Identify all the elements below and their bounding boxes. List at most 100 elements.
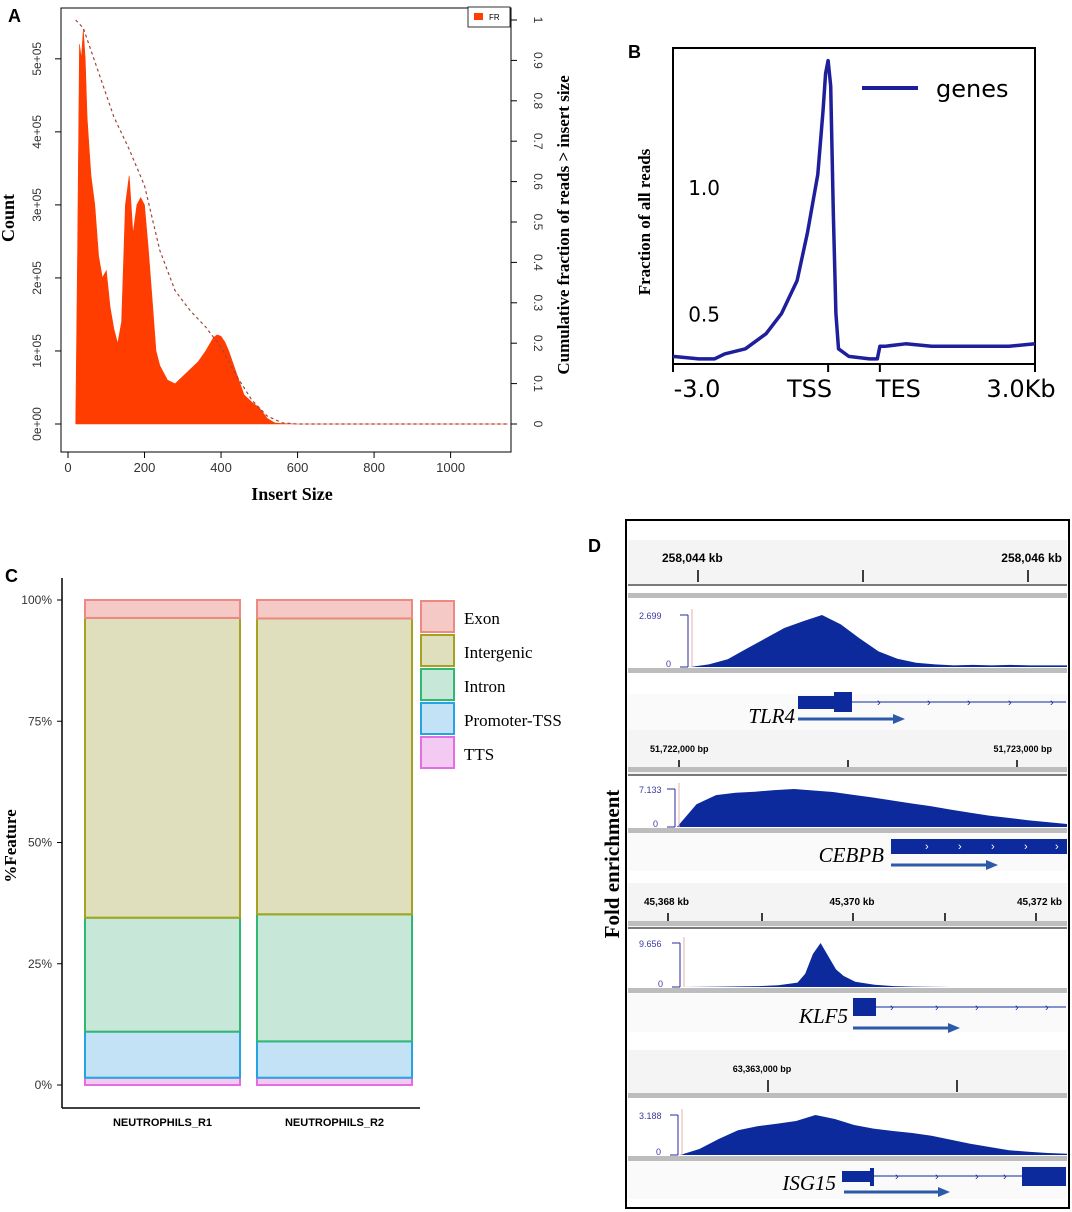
genes-line-path	[672, 58, 1036, 361]
strand-chevron: ›	[991, 841, 995, 853]
y-tick-label: 0e+00	[30, 407, 44, 441]
y-tick-label: 0.5	[688, 302, 720, 326]
strand-chevron: ›	[1008, 697, 1012, 709]
exon-block	[798, 696, 834, 709]
x-tick-label: 1000	[436, 460, 465, 475]
x-tick-label: 3.0Kb	[986, 375, 1055, 403]
exon-block	[870, 1168, 874, 1186]
coordinate-ruler-bg	[628, 1050, 1067, 1096]
x-tick-label: 200	[134, 460, 156, 475]
track-isg15: 63,363,000 bp 3.188 0 ISG15 › › › ›	[628, 1050, 1067, 1199]
scale-zero-label: 0	[666, 659, 671, 669]
y2-tick-label: 0.4	[531, 254, 545, 271]
legend-label-promoter-tss: Promoter-TSS	[464, 711, 562, 730]
panel-a: A 0 200 400 600 800 1000 0e+00 1e+05 2e+05 3e+05…	[0, 6, 573, 504]
strand-chevron: ›	[967, 697, 971, 709]
signal-area	[680, 1115, 1067, 1155]
y2-tick-label: 0.1	[531, 375, 545, 392]
y2-tick-label: 0	[531, 421, 545, 428]
x-tick-label: TES	[875, 375, 921, 403]
direction-arrow-head	[893, 714, 905, 724]
y2-tick-label: 0.7	[531, 133, 545, 150]
scale-max-label: 3.188	[639, 1111, 662, 1121]
coordinate-label: 51,722,000 bp	[650, 744, 709, 754]
bar-segment-exon-1	[84, 599, 241, 619]
bar-segment-intergenic-2	[256, 617, 413, 916]
panel-c: C 0%25%50%75%100% NEUTROPHILS_R1 NEUTROPH…	[1, 566, 562, 1129]
panel-c-label: C	[5, 566, 18, 586]
bar-segment-promoter-tss-1	[84, 1030, 241, 1079]
y-tick-label: 50%	[28, 836, 52, 850]
y-tick-label: 1e+05	[30, 334, 44, 368]
x-tick-label: TSS	[786, 375, 832, 403]
strand-chevron: ›	[1024, 841, 1028, 853]
track-separator	[628, 668, 1067, 673]
direction-arrow-head	[948, 1023, 960, 1033]
cumulative-dashed-line	[75, 19, 508, 425]
legend-label-intergenic: Intergenic	[464, 643, 533, 662]
legend-swatch-promoter-tss	[420, 702, 455, 735]
y-tick-label: 25%	[28, 957, 52, 971]
panel-a-label: A	[8, 6, 21, 26]
strand-chevron: ›	[935, 1002, 939, 1014]
y2-tick-label: 0.9	[531, 52, 545, 69]
strand-chevron: ›	[927, 697, 931, 709]
histogram-area	[75, 29, 508, 425]
bar-segment-tts-2	[256, 1076, 413, 1086]
x-tick-label: 800	[363, 460, 385, 475]
legend-box	[467, 6, 511, 28]
exon-block	[853, 998, 876, 1016]
scale-zero-label: 0	[656, 1147, 661, 1157]
strand-chevron: ›	[1050, 697, 1054, 709]
gene-label-isg15: ISG15	[781, 1171, 836, 1195]
panel-d: D Fold enrichment 258,044 kb 258,046 kb 2.…	[588, 519, 1070, 1209]
coordinate-label: 258,044 kb	[662, 551, 723, 565]
track-separator	[628, 593, 1067, 598]
y2-tick-label: 1	[531, 17, 545, 24]
panel-a-x-label: Insert Size	[251, 484, 332, 504]
signal-area	[682, 943, 1067, 987]
scale-zero-label: 0	[653, 819, 658, 829]
panel-b-legend: genes	[862, 75, 1008, 103]
track-separator	[628, 828, 1067, 833]
panel-c-y-label: %Feature	[1, 809, 20, 883]
exon-block	[1022, 1167, 1066, 1186]
gene-label-klf5: KLF5	[798, 1004, 848, 1028]
panel-d-frame	[625, 519, 1070, 1209]
panel-b-label: B	[628, 42, 641, 62]
coordinate-label: 45,368 kb	[644, 897, 689, 908]
track-klf5: 45,368 kb 45,370 kb 45,372 kb 9.656 0 KLF5 › › ›…	[628, 883, 1067, 1033]
track-cebpb: 51,722,000 bp 51,723,000 bp 7.133 0 CEBPB › › ›…	[628, 730, 1067, 871]
coordinate-label: 45,370 kb	[829, 897, 874, 908]
bar-segment-promoter-tss-2	[256, 1040, 413, 1079]
coordinate-label: 51,723,000 bp	[993, 744, 1052, 754]
track-separator	[628, 767, 1067, 772]
bar-segment-tts-1	[84, 1076, 241, 1086]
insert-size-histogram	[75, 29, 508, 425]
legend-swatch-tts	[420, 736, 455, 769]
bar-segment-exon-2	[256, 599, 413, 620]
panel-a-legend: FR	[467, 6, 511, 28]
coordinate-label: 258,046 kb	[1001, 551, 1062, 565]
panel-d-label: D	[588, 536, 601, 556]
panel-b-x-axis: -3.0 TSS TES 3.0Kb	[672, 364, 1056, 403]
x-tick-label: NEUTROPHILS_R2	[285, 1117, 384, 1129]
strand-chevron: ›	[1045, 1002, 1049, 1014]
track-separator	[628, 921, 1067, 926]
panel-a-y2-label: Cumulative fraction of reads > insert si…	[554, 75, 573, 375]
y-tick-label: 4e+05	[30, 115, 44, 149]
panel-a-y-label: Count	[0, 194, 18, 242]
x-tick-label: -3.0	[674, 375, 721, 403]
genes-profile-line	[672, 58, 1036, 361]
direction-arrow-head	[938, 1187, 950, 1197]
y2-tick-label: 0.2	[531, 335, 545, 352]
y-tick-label: 5e+05	[30, 42, 44, 76]
strand-chevron: ›	[890, 1002, 894, 1014]
track-tlr4: 258,044 kb 258,046 kb 2.699 0 TLR4 › › › › ›	[628, 540, 1067, 732]
gene-label-tlr4: TLR4	[748, 704, 795, 728]
direction-arrow-head	[986, 860, 998, 870]
panel-b: B -3.0 TSS TES 3.0Kb 0.5 1.0 Fraction of all…	[628, 42, 1056, 403]
strand-chevron: ›	[975, 1171, 979, 1183]
